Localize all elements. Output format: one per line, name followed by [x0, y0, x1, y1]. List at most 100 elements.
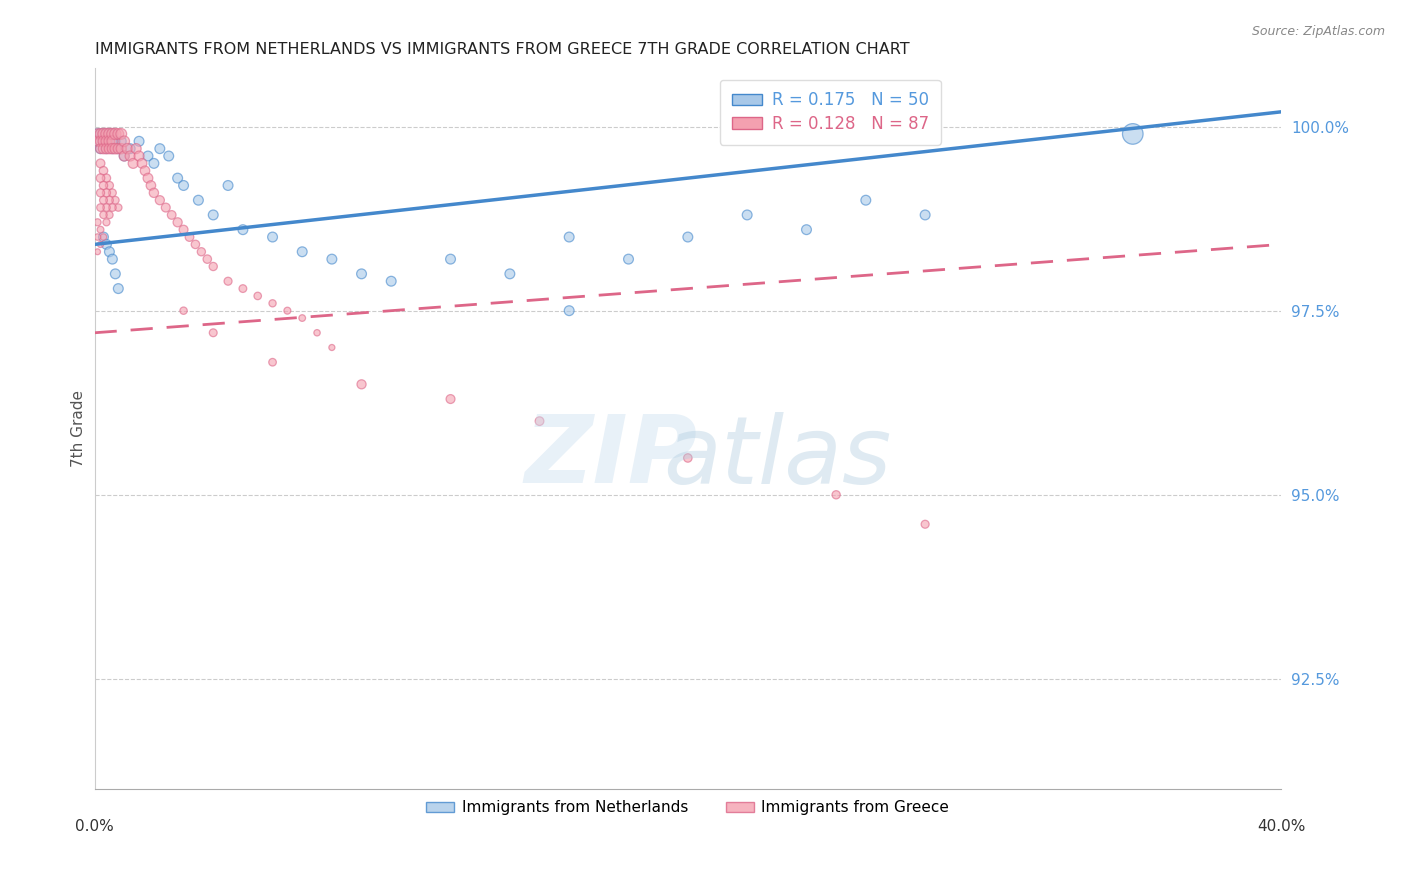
- Point: [101, 134, 124, 148]
- Point: [173, 303, 195, 318]
- Point: [439, 392, 461, 406]
- Point: [202, 326, 225, 340]
- Point: [558, 230, 581, 244]
- Point: [291, 311, 314, 326]
- Point: [110, 142, 132, 156]
- Point: [101, 201, 124, 215]
- Point: [107, 142, 129, 156]
- Point: [120, 142, 142, 156]
- Point: [173, 222, 195, 236]
- Text: ZIP: ZIP: [524, 411, 697, 503]
- Point: [86, 215, 108, 229]
- Point: [380, 274, 402, 288]
- Point: [89, 222, 111, 236]
- Point: [93, 134, 115, 148]
- Point: [96, 171, 118, 186]
- Point: [93, 127, 115, 141]
- Point: [149, 193, 172, 207]
- Point: [96, 127, 118, 141]
- Point: [179, 230, 201, 244]
- Point: [107, 201, 129, 215]
- Point: [89, 142, 111, 156]
- Point: [128, 149, 150, 163]
- Point: [110, 127, 132, 141]
- Point: [93, 134, 115, 148]
- Point: [825, 488, 848, 502]
- Point: [262, 230, 284, 244]
- Point: [232, 222, 254, 236]
- Point: [89, 186, 111, 200]
- Point: [136, 149, 159, 163]
- Point: [98, 127, 121, 141]
- Point: [157, 149, 180, 163]
- Y-axis label: 7th Grade: 7th Grade: [72, 390, 86, 467]
- Point: [155, 201, 177, 215]
- Point: [93, 178, 115, 193]
- Point: [217, 178, 239, 193]
- Point: [115, 142, 138, 156]
- Point: [96, 127, 118, 141]
- Point: [617, 252, 640, 266]
- Point: [93, 230, 115, 244]
- Point: [122, 156, 145, 170]
- Text: 40.0%: 40.0%: [1257, 819, 1305, 834]
- Point: [262, 296, 284, 310]
- Point: [89, 171, 111, 186]
- Point: [134, 163, 156, 178]
- Point: [499, 267, 522, 281]
- Point: [149, 142, 172, 156]
- Point: [914, 208, 936, 222]
- Point: [1122, 127, 1144, 141]
- Point: [166, 215, 188, 229]
- Point: [96, 142, 118, 156]
- Point: [855, 193, 877, 207]
- Point: [321, 341, 343, 355]
- Point: [190, 244, 212, 259]
- Point: [101, 186, 124, 200]
- Point: [86, 230, 108, 244]
- Point: [93, 230, 115, 244]
- Point: [96, 134, 118, 148]
- Point: [187, 193, 209, 207]
- Text: IMMIGRANTS FROM NETHERLANDS VS IMMIGRANTS FROM GREECE 7TH GRADE CORRELATION CHAR: IMMIGRANTS FROM NETHERLANDS VS IMMIGRANT…: [94, 42, 910, 57]
- Point: [110, 134, 132, 148]
- Point: [128, 134, 150, 148]
- Point: [98, 178, 121, 193]
- Point: [98, 134, 121, 148]
- Legend: Immigrants from Netherlands, Immigrants from Greece: Immigrants from Netherlands, Immigrants …: [420, 794, 955, 822]
- Point: [735, 208, 758, 222]
- Point: [112, 134, 135, 148]
- Point: [89, 134, 111, 148]
- Point: [104, 134, 127, 148]
- Text: Source: ZipAtlas.com: Source: ZipAtlas.com: [1251, 25, 1385, 38]
- Point: [136, 171, 159, 186]
- Point: [529, 414, 551, 428]
- Point: [104, 142, 127, 156]
- Point: [96, 215, 118, 229]
- Point: [305, 326, 328, 340]
- Point: [350, 377, 373, 392]
- Point: [131, 156, 153, 170]
- Point: [93, 142, 115, 156]
- Point: [184, 237, 207, 252]
- Point: [96, 201, 118, 215]
- Point: [676, 230, 699, 244]
- Point: [202, 260, 225, 274]
- Point: [93, 127, 115, 141]
- Point: [350, 267, 373, 281]
- Point: [676, 450, 699, 465]
- Point: [86, 244, 108, 259]
- Point: [139, 178, 162, 193]
- Point: [142, 156, 165, 170]
- Point: [291, 244, 314, 259]
- Point: [89, 142, 111, 156]
- Point: [173, 178, 195, 193]
- Point: [107, 282, 129, 296]
- Point: [96, 237, 118, 252]
- Point: [232, 282, 254, 296]
- Point: [142, 186, 165, 200]
- Point: [101, 127, 124, 141]
- Point: [86, 134, 108, 148]
- Point: [96, 142, 118, 156]
- Text: 0.0%: 0.0%: [75, 819, 114, 834]
